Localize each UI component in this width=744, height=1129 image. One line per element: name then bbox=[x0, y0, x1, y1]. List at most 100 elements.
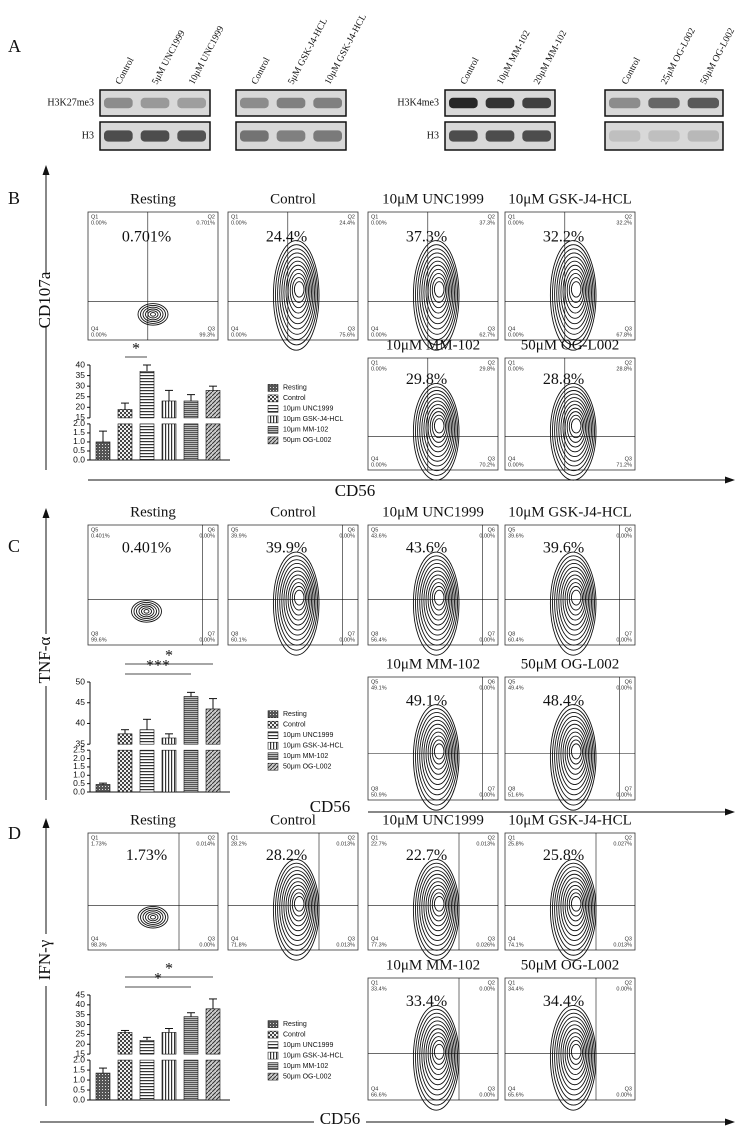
quadrant-name: Q5 bbox=[371, 679, 378, 685]
quadrant-name: Q2 bbox=[348, 214, 355, 220]
contour bbox=[568, 585, 583, 611]
quadrant-value: 0.00% bbox=[479, 533, 495, 539]
panel-label: B bbox=[8, 188, 20, 208]
quadrant-name: Q1 bbox=[231, 214, 238, 220]
plot-title: 10μM UNC1999 bbox=[382, 812, 484, 828]
quadrant-name: Q6 bbox=[348, 527, 355, 533]
contour bbox=[566, 888, 585, 922]
panel-label: A bbox=[8, 36, 21, 56]
quadrant-name: Q5 bbox=[371, 527, 378, 533]
lane-label: 10μM GSK-J4-HCL bbox=[323, 13, 369, 87]
y-tick-label: 0.5 bbox=[73, 778, 85, 788]
bar bbox=[161, 400, 177, 419]
quadrant-value: 0.00% bbox=[231, 332, 247, 338]
contour bbox=[147, 310, 159, 319]
plot-frame bbox=[87, 832, 219, 951]
contour bbox=[421, 397, 454, 462]
quadrant-name: Q4 bbox=[508, 326, 515, 332]
legend-label: 10μm MM-102 bbox=[283, 427, 328, 434]
plot-percent: 28.2% bbox=[266, 847, 307, 864]
quadrant-name: Q2 bbox=[208, 214, 215, 220]
contour bbox=[425, 1028, 451, 1081]
blot-band bbox=[177, 130, 206, 142]
contour bbox=[562, 404, 588, 453]
y-tick-label: 1.0 bbox=[73, 436, 85, 446]
significance-label: * bbox=[165, 648, 173, 665]
quadrant-name: Q6 bbox=[488, 527, 495, 533]
quadrant-name: Q8 bbox=[231, 631, 238, 637]
y-tick-label: 0.0 bbox=[73, 1094, 85, 1104]
quadrant-name: Q1 bbox=[371, 214, 378, 220]
bar bbox=[205, 749, 221, 793]
contour bbox=[425, 881, 451, 932]
legend-label: Resting bbox=[283, 711, 307, 718]
contour bbox=[419, 870, 455, 946]
plot-frame bbox=[504, 211, 636, 341]
quadrant-name: Q1 bbox=[91, 835, 98, 841]
contour bbox=[417, 1012, 457, 1101]
contour bbox=[431, 277, 446, 303]
contour bbox=[272, 551, 320, 656]
contour bbox=[412, 551, 460, 656]
bar bbox=[183, 400, 199, 419]
bar bbox=[117, 1032, 133, 1055]
legend-swatch bbox=[267, 720, 279, 729]
quadrant-value: 75.6% bbox=[339, 332, 355, 338]
legend-swatch bbox=[267, 394, 279, 403]
legend-swatch bbox=[267, 384, 279, 392]
plot-percent: 39.9% bbox=[266, 540, 307, 557]
plot-title: 50μM OG-L002 bbox=[521, 337, 619, 353]
contour bbox=[412, 383, 460, 481]
contour bbox=[568, 414, 583, 439]
contour bbox=[570, 418, 582, 434]
lane-label: Control bbox=[459, 56, 482, 87]
plot-title: Resting bbox=[130, 504, 176, 520]
contour bbox=[427, 1032, 449, 1076]
blot-band bbox=[522, 97, 551, 109]
legend-label: Control bbox=[283, 722, 306, 729]
contour bbox=[566, 582, 585, 616]
legend-swatch bbox=[267, 1041, 279, 1049]
contour bbox=[562, 1028, 588, 1081]
contour bbox=[415, 386, 458, 476]
panel-label: D bbox=[8, 823, 21, 843]
blot-band bbox=[140, 130, 170, 142]
plot-title: 50μM OG-L002 bbox=[521, 656, 619, 672]
legend-label: 10μm MM-102 bbox=[283, 753, 328, 760]
contour bbox=[554, 712, 594, 801]
label-bg bbox=[38, 634, 54, 686]
quadrant-name: Q8 bbox=[371, 631, 378, 637]
plot-percent: 48.4% bbox=[543, 692, 584, 709]
quadrant-value: 0.00% bbox=[371, 220, 387, 226]
quadrant-value: 0.013% bbox=[336, 942, 355, 948]
legend-label: Control bbox=[283, 395, 306, 402]
contour bbox=[570, 1043, 582, 1060]
contour bbox=[412, 240, 460, 351]
blot-band bbox=[687, 97, 719, 109]
contour bbox=[552, 244, 595, 346]
contour bbox=[558, 1020, 591, 1091]
legend-swatch bbox=[267, 1051, 279, 1060]
contour bbox=[431, 414, 446, 439]
contour bbox=[423, 1024, 452, 1086]
arrow-head bbox=[42, 165, 50, 175]
quadrant-value: 28.2% bbox=[231, 841, 247, 847]
bar bbox=[161, 423, 177, 461]
contour bbox=[549, 240, 597, 351]
quadrant-name: Q4 bbox=[371, 456, 378, 462]
contour bbox=[283, 260, 312, 325]
quadrant-name: Q3 bbox=[625, 456, 632, 462]
contour bbox=[279, 870, 315, 946]
blot-band bbox=[313, 97, 342, 109]
contour bbox=[558, 566, 591, 636]
contour bbox=[556, 1016, 592, 1096]
legend-swatch bbox=[267, 415, 279, 424]
quadrant-value: 0.00% bbox=[199, 533, 215, 539]
contour bbox=[143, 609, 150, 614]
quadrant-name: Q2 bbox=[208, 835, 215, 841]
y-tick-label: 2.0 bbox=[73, 1054, 85, 1064]
quadrant-value: 0.00% bbox=[371, 332, 387, 338]
plot-title: 10μM MM-102 bbox=[386, 957, 480, 973]
quadrant-name: Q4 bbox=[371, 936, 378, 942]
contour bbox=[560, 877, 589, 937]
